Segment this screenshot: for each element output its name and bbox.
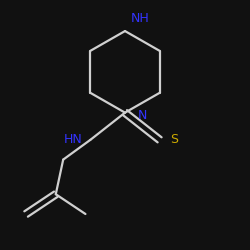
Text: S: S	[170, 133, 178, 146]
Text: N: N	[138, 108, 147, 122]
Text: HN: HN	[64, 133, 82, 146]
Text: NH: NH	[130, 12, 149, 25]
